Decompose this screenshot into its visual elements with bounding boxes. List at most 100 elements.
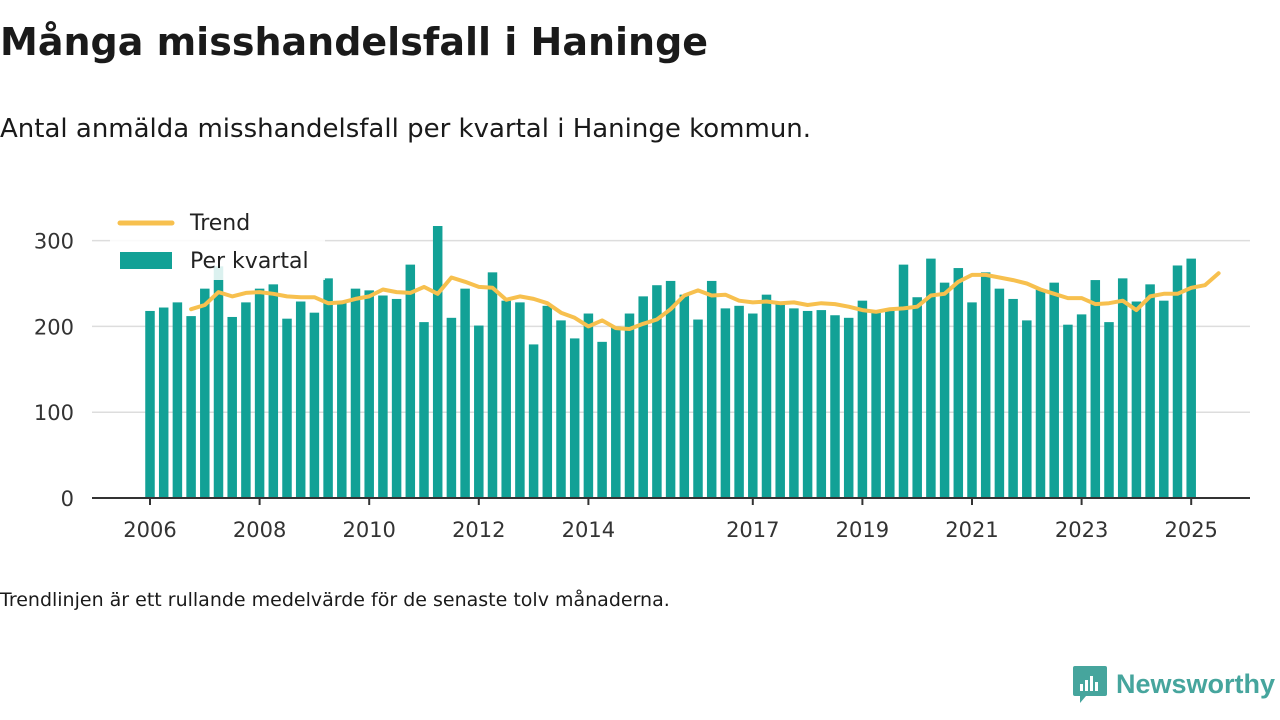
bar-q13 (309, 312, 320, 498)
bar-q46 (761, 294, 772, 498)
bar-q60 (953, 268, 964, 498)
x-tick-label: 2008 (233, 518, 286, 542)
bar-q8 (241, 302, 251, 498)
bar-q62 (980, 272, 991, 498)
y-tick-label: 300 (34, 230, 74, 254)
trend-line (189, 271, 1221, 331)
bar-q11 (282, 318, 292, 498)
bar-q2 (158, 307, 169, 498)
bar-q68 (1063, 324, 1073, 498)
bar-q16 (350, 288, 361, 498)
bar-q55 (885, 310, 895, 498)
bar-q57 (912, 297, 922, 498)
bar-q37 (638, 296, 648, 498)
bar-q40 (679, 294, 690, 498)
bar-q63 (994, 288, 1005, 498)
legend-trend-label: Trend (189, 211, 250, 236)
bar-q5 (200, 288, 210, 498)
bar-q44 (734, 305, 744, 498)
bar-q15 (337, 302, 347, 498)
bar-q12 (295, 301, 306, 498)
legend-bar-swatch (120, 252, 172, 269)
y-tick-label: 0 (61, 487, 74, 511)
bar-q67 (1049, 282, 1059, 498)
bar-q52 (843, 317, 854, 498)
newsworthy-logo-text: Newsworthy (1116, 668, 1276, 699)
bar-q33 (583, 313, 594, 498)
x-tick-label: 2010 (342, 518, 395, 542)
legend-bar-label: Per kvartal (190, 249, 309, 274)
chart-subtitle: Antal anmälda misshandelsfall per kvarta… (0, 114, 812, 144)
bar-q26 (487, 272, 498, 498)
bar-q72 (1117, 278, 1128, 498)
bar-q10 (268, 284, 279, 498)
bar-q6 (213, 266, 224, 498)
bar-q61 (967, 302, 977, 498)
bar-q32 (569, 338, 580, 498)
bar-q19 (391, 298, 402, 498)
bar-q74 (1145, 284, 1155, 498)
x-tick-label: 2019 (836, 518, 889, 542)
x-tick-label: 2012 (452, 518, 505, 542)
bar-q34 (597, 341, 607, 498)
bar-q18 (378, 295, 388, 498)
bar-q66 (1035, 289, 1046, 498)
bar-q17 (364, 290, 374, 498)
bar-q4 (186, 316, 196, 498)
newsworthy-logo[interactable]: Newsworthy (1072, 664, 1275, 704)
bar-q50 (816, 310, 827, 498)
bar-q53 (857, 300, 868, 498)
bar-q48 (789, 308, 799, 498)
bar-q30 (542, 305, 553, 498)
chart-title: Många misshandelsfall i Haninge (0, 20, 709, 64)
bar-q45 (748, 313, 758, 498)
bar-q70 (1090, 280, 1101, 498)
bar-q43 (720, 308, 731, 498)
bar-q20 (405, 264, 416, 498)
bar-q75 (1159, 300, 1169, 498)
bar-q36 (624, 313, 635, 498)
bar-q28 (515, 302, 525, 498)
bar-q42 (706, 280, 717, 498)
bar-q7 (227, 316, 237, 498)
bar-q3 (172, 302, 183, 498)
x-tick-label: 2017 (726, 518, 779, 542)
newsworthy-logo-icon (1073, 666, 1107, 703)
bar-q24 (460, 288, 470, 498)
x-tick-label: 2023 (1055, 518, 1108, 542)
bar-q76 (1172, 265, 1183, 498)
y-tick-label: 100 (34, 401, 74, 425)
bar-q73 (1131, 301, 1142, 498)
x-tick-label: 2006 (123, 518, 176, 542)
bar-q59 (939, 282, 950, 498)
bar-q9 (254, 288, 265, 498)
bar-q27 (501, 300, 511, 498)
bar-q58 (926, 258, 936, 498)
bar-q47 (775, 301, 785, 498)
x-tick-label: 2021 (945, 518, 998, 542)
bar-q71 (1104, 322, 1114, 498)
chart-footnote: Trendlinjen är ett rullande medelvärde f… (0, 589, 670, 611)
bar-q56 (898, 264, 909, 498)
x-tick-label: 2014 (562, 518, 615, 542)
bar-q14 (323, 278, 333, 498)
bar-q64 (1008, 298, 1018, 498)
bar-q21 (419, 322, 429, 498)
bar-q22 (432, 226, 443, 498)
bar-q1 (145, 310, 155, 498)
bar-q49 (802, 310, 813, 498)
x-tick-label: 2025 (1164, 518, 1217, 542)
bar-q54 (871, 311, 881, 498)
bar-q51 (830, 315, 840, 498)
bar-q25 (474, 325, 484, 498)
bar-q38 (652, 285, 662, 498)
bar-q77 (1186, 258, 1196, 498)
y-tick-label: 200 (34, 315, 74, 339)
bar-q39 (665, 280, 676, 498)
bar-q41 (693, 319, 703, 498)
bar-q31 (556, 320, 566, 498)
bar-q35 (611, 326, 621, 498)
bar-q65 (1022, 320, 1032, 498)
bar-q29 (528, 344, 539, 498)
